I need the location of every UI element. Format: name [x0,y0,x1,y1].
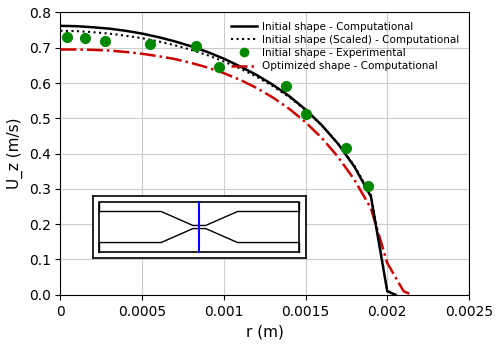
Y-axis label: U_z (m/s): U_z (m/s) [7,118,23,189]
Legend: Initial shape - Computational, Initial shape (Scaled) - Computational, Initial s: Initial shape - Computational, Initial s… [227,18,464,75]
X-axis label: r (m): r (m) [246,324,284,339]
